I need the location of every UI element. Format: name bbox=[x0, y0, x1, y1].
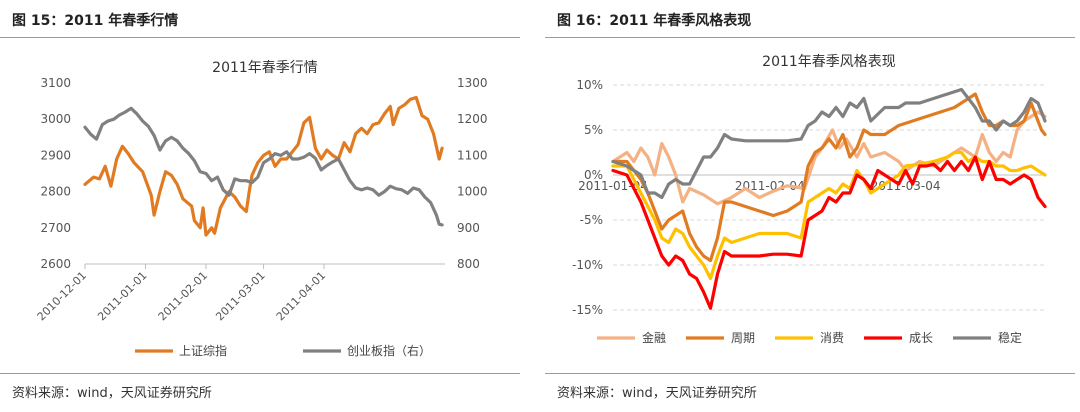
bottom-divider bbox=[545, 373, 1075, 374]
bottom-divider bbox=[0, 373, 520, 374]
series-line-stable bbox=[611, 87, 1047, 200]
legend-label: 金融 bbox=[642, 330, 666, 345]
y-tick-label: 5% bbox=[584, 123, 603, 137]
y-right-tick-label: 1300 bbox=[457, 76, 488, 90]
series-line-finance bbox=[611, 110, 1047, 206]
y-tick-label: -5% bbox=[580, 213, 603, 227]
figure-16-panel: 图 16：2011 年春季风格表现 2011年春季风格表现 -15% -10% -5%… bbox=[545, 0, 1080, 412]
figure-16-source: 资料来源：wind，天风证券研究所 bbox=[557, 386, 757, 401]
y-left-tick-label: 2600 bbox=[40, 257, 71, 271]
style-chart: 2011年春季风格表现-15%-10%-5%0%5%10%2011-01-04 2… bbox=[572, 54, 1047, 345]
figure-15-title: 图 15：2011 年春季行情 bbox=[12, 13, 179, 29]
y-tick-label: 0% bbox=[584, 168, 603, 182]
y-tick-label: 10% bbox=[576, 78, 603, 92]
series-line-cyclical bbox=[611, 92, 1047, 263]
series-line-shanghai-composite bbox=[83, 95, 444, 237]
top-divider bbox=[545, 37, 1075, 38]
legend-label: 上证综指 bbox=[179, 343, 227, 358]
series-line-growth bbox=[611, 155, 1047, 310]
top-divider bbox=[0, 37, 520, 38]
figure-15-panel: 图 15：2011 年春季行情 2011年春季行情 2600 2700 2800 290… bbox=[0, 0, 535, 412]
y-tick-label: -10% bbox=[572, 258, 603, 272]
y-right-tick-label: 800 bbox=[457, 257, 480, 271]
x-tick-label: 2011-01-01 bbox=[95, 269, 149, 323]
series-line-chinext-index bbox=[83, 106, 444, 227]
y-right-tick-label: 900 bbox=[457, 221, 480, 235]
x-tick-label: 2011-02-01 bbox=[156, 269, 210, 323]
x-tick-label: 2011-02-04 bbox=[735, 179, 805, 193]
legend-label: 周期 bbox=[731, 331, 755, 345]
y-right-tick-label: 1100 bbox=[457, 148, 488, 162]
legend-label: 创业板指（右） bbox=[347, 343, 431, 358]
legend-label: 稳定 bbox=[998, 330, 1022, 345]
y-left-tick-label: 2700 bbox=[40, 221, 71, 235]
y-tick-label: -15% bbox=[572, 303, 603, 317]
chart-title: 2011年春季行情 bbox=[212, 60, 318, 76]
figure-15-source: 资料来源：wind，天风证券研究所 bbox=[12, 386, 212, 401]
y-right-tick-label: 1000 bbox=[457, 185, 488, 199]
legend-label: 消费 bbox=[820, 331, 844, 345]
y-left-tick-label: 3000 bbox=[40, 112, 71, 126]
x-tick-label: 2011-04-01 bbox=[274, 269, 328, 323]
y-left-tick-label: 2800 bbox=[40, 185, 71, 199]
y-left-tick-label: 3100 bbox=[40, 76, 71, 90]
y-right-tick-label: 1200 bbox=[457, 112, 488, 126]
x-tick-label: 2010-12-01 bbox=[35, 269, 89, 323]
market-chart: 2011年春季行情 2600 2700 2800 2900 3000 3100 800 900 1… bbox=[35, 60, 488, 358]
chart-title: 2011年春季风格表现 bbox=[762, 54, 896, 70]
figure-16-title: 图 16：2011 年春季风格表现 bbox=[557, 13, 752, 29]
legend-label: 成长 bbox=[909, 331, 933, 345]
x-tick-label: 2011-03-01 bbox=[213, 269, 267, 323]
y-left-tick-label: 2900 bbox=[40, 148, 71, 162]
